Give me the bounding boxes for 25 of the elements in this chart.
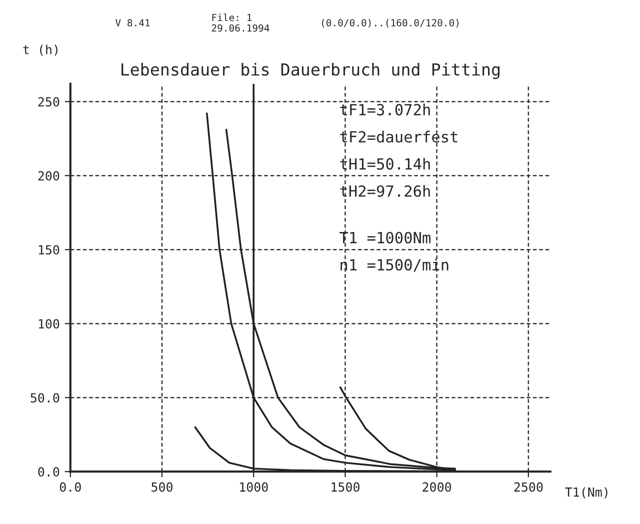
x-tick-label: 500 [152, 482, 172, 492]
annotation: tH2=97.26h [340, 185, 430, 197]
text: 29.06.1994 [212, 24, 270, 32]
y-tick-label: 250 [38, 97, 60, 107]
y-tick-label: 50.0 [30, 393, 60, 403]
x-tick-label: 1000 [240, 482, 268, 492]
text: File: 1 [212, 14, 252, 22]
x-tick-label: 0.0 [60, 482, 81, 492]
chart-title: Lebensdauer bis Dauerbruch und Pitting [122, 62, 500, 80]
y-axis-title: t (h) [23, 44, 58, 56]
annotation: tF1=3.072h [340, 104, 430, 116]
annotation: T1 =1000Nm [340, 232, 430, 244]
y-tick-label: 100 [38, 319, 60, 329]
y-tick-label: 200 [38, 171, 60, 181]
x-tick-label: 2500 [514, 482, 543, 492]
annotation: n1 =1500/min [340, 258, 448, 272]
y-tick-label: 150 [38, 245, 60, 255]
y-tick-label: 0.0 [38, 467, 60, 477]
x-axis-title: T1(Nm) [565, 487, 608, 498]
annotation: tH1=50.14h [340, 158, 430, 170]
text: (0.0/0.0)..(160.0/120.0) [322, 18, 458, 28]
x-tick-label: 2000 [422, 482, 452, 492]
annotation: tF2=dauerfest [340, 130, 458, 143]
text: V 8.41 [115, 19, 150, 26]
x-tick-label: 1500 [332, 482, 360, 492]
